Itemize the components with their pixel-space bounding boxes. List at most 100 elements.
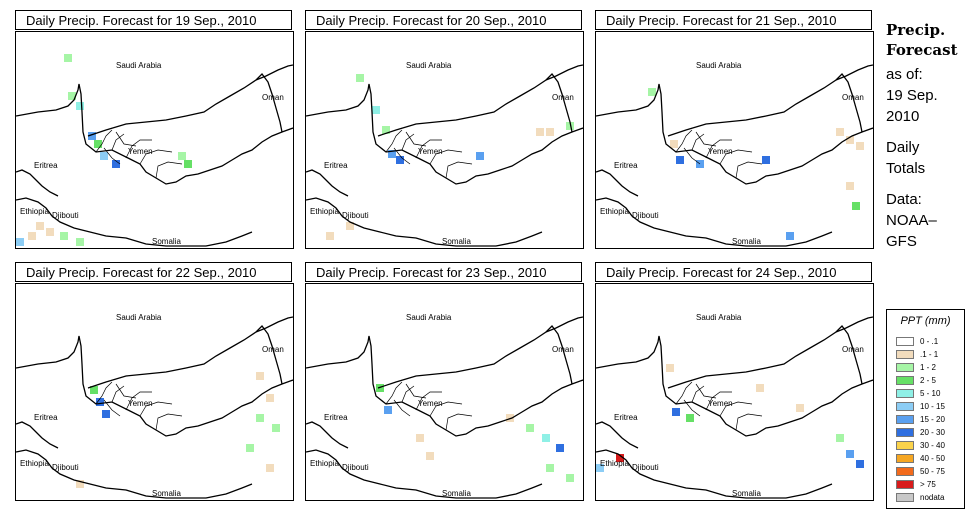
eritrea-label: Eritrea xyxy=(324,413,348,422)
border-line xyxy=(835,316,873,333)
precip-cell xyxy=(266,394,274,402)
legend-swatch xyxy=(896,467,914,476)
border-line xyxy=(16,421,59,449)
border-line xyxy=(87,73,283,137)
legend-item: 30 - 40 xyxy=(896,441,945,451)
legend-swatch xyxy=(896,428,914,437)
legend-item: 15 - 20 xyxy=(896,415,945,425)
forecast-panel-6: Daily Precip. Forecast for 24 Sep., 2010… xyxy=(595,262,874,502)
legend-item: 40 - 50 xyxy=(896,454,945,464)
governorate-line xyxy=(683,147,701,165)
governorate-line xyxy=(393,399,411,417)
panel-map: Saudi Arabia Oman Yemen Eritrea Ethiopia Djib… xyxy=(595,283,874,501)
caption-asof: as of: xyxy=(886,66,923,83)
precip-cell xyxy=(846,136,854,144)
yemen-label: Yemen xyxy=(708,147,733,156)
ethiopia-label: Ethiopia xyxy=(20,459,49,468)
oman-label: Oman xyxy=(842,93,864,102)
legend-swatch xyxy=(896,402,914,411)
governorate-line xyxy=(683,399,701,417)
precip-cell xyxy=(856,460,864,468)
forecast-panel-1: Daily Precip. Forecast for 19 Sep., 2010… xyxy=(15,10,294,250)
precip-cell xyxy=(388,150,396,158)
legend-item: > 75 xyxy=(896,480,936,490)
governorate-line xyxy=(401,385,415,403)
map-svg: Saudi Arabia Oman Yemen Eritrea Ethiopia Djib… xyxy=(16,54,293,247)
precip-cell xyxy=(96,398,104,406)
forecast-panel-4: Daily Precip. Forecast for 22 Sep., 2010… xyxy=(15,262,294,502)
legend-item: 10 - 15 xyxy=(896,402,945,412)
governorate-line xyxy=(705,139,732,159)
precip-cell xyxy=(28,232,36,240)
djibouti-label: Djibouti xyxy=(342,211,369,220)
precip-cell xyxy=(836,128,844,136)
governorate-line xyxy=(691,385,705,403)
forecast-panel-3: Daily Precip. Forecast for 21 Sep., 2010… xyxy=(595,10,874,250)
governorate-line xyxy=(429,149,463,165)
precip-cell xyxy=(566,122,574,130)
oman-label: Oman xyxy=(262,345,284,354)
governorate-line xyxy=(393,147,411,165)
governorate-line xyxy=(139,401,173,417)
oman-label: Oman xyxy=(552,345,574,354)
precip-legend: PPT (mm) 0 - .1 .1 - 1 1 - 2 2 - 5 5 - 10 10 … xyxy=(886,309,965,509)
precip-cell xyxy=(64,54,72,62)
precip-cell xyxy=(546,464,554,472)
eritrea-label: Eritrea xyxy=(34,413,58,422)
ethiopia-label: Ethiopia xyxy=(600,207,629,216)
precip-cell xyxy=(542,434,550,442)
precip-cell xyxy=(266,464,274,472)
governorate-line xyxy=(691,133,705,151)
saudi-arabia-label: Saudi Arabia xyxy=(406,313,452,322)
legend-item: 20 - 30 xyxy=(896,428,945,438)
precip-cell xyxy=(326,232,334,240)
caption-totals: Totals xyxy=(886,160,926,177)
somalia-label: Somalia xyxy=(152,489,181,498)
governorate-line xyxy=(103,399,121,417)
governorate-line xyxy=(155,161,183,179)
precip-cell xyxy=(246,444,254,452)
legend-label: 0 - .1 xyxy=(920,337,939,346)
governorate-line xyxy=(385,129,403,153)
precip-cell xyxy=(846,182,854,190)
saudi-arabia-label: Saudi Arabia xyxy=(406,61,452,70)
precip-cell xyxy=(596,464,604,472)
border-line xyxy=(596,197,833,247)
oman-label: Oman xyxy=(262,93,284,102)
governorate-line xyxy=(95,129,113,153)
somalia-label: Somalia xyxy=(732,237,761,246)
precip-cell xyxy=(762,156,770,164)
precip-cell xyxy=(382,126,390,134)
precip-cell xyxy=(556,444,564,452)
legend-item: .1 - 1 xyxy=(896,350,938,360)
precip-cell xyxy=(272,424,280,432)
precip-cell xyxy=(76,238,84,246)
map-svg: Saudi Arabia Oman Yemen Eritrea Ethiopia Djib… xyxy=(306,61,583,247)
precip-cell xyxy=(102,410,110,418)
precip-cell xyxy=(256,414,264,422)
legend-item: 2 - 5 xyxy=(896,376,936,386)
precip-cell xyxy=(856,142,864,150)
border-line xyxy=(16,169,59,197)
border-line xyxy=(596,335,873,437)
caption-source-2: GFS xyxy=(886,233,917,250)
legend-item: 50 - 75 xyxy=(896,467,945,477)
precip-cell xyxy=(76,480,84,488)
panel-title: Daily Precip. Forecast for 22 Sep., 2010 xyxy=(15,262,292,282)
precip-cell xyxy=(94,140,102,148)
precip-cell xyxy=(184,160,192,168)
precip-cell xyxy=(396,156,404,164)
border-line xyxy=(596,449,833,499)
legend-swatch xyxy=(896,454,914,463)
legend-label: 5 - 10 xyxy=(920,389,941,398)
governorate-line xyxy=(735,413,763,431)
yemen-label: Yemen xyxy=(418,147,443,156)
ethiopia-label: Ethiopia xyxy=(310,459,339,468)
precip-cell xyxy=(100,152,108,160)
governorate-line xyxy=(719,149,753,165)
governorate-line xyxy=(695,131,717,147)
oman-label: Oman xyxy=(842,345,864,354)
governorate-line xyxy=(405,131,427,147)
oman-label: Oman xyxy=(552,93,574,102)
legend-swatch xyxy=(896,441,914,450)
